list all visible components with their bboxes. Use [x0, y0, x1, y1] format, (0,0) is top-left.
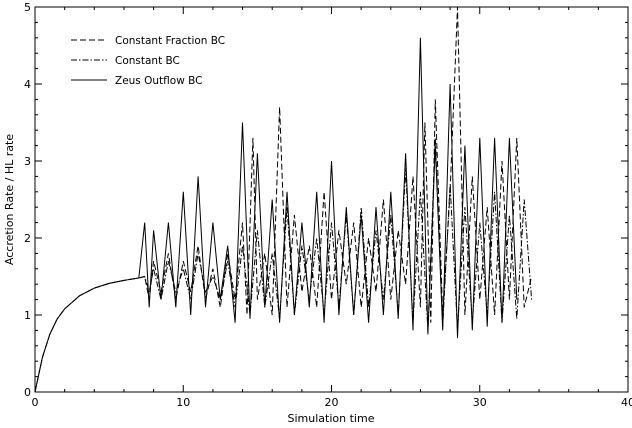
y-tick-label: 1	[24, 309, 31, 322]
legend-label: Constant BC	[115, 55, 180, 67]
x-tick-label: 30	[473, 396, 487, 409]
series-line-1	[34, 6, 533, 393]
y-tick-label: 2	[24, 232, 31, 245]
y-tick-label: 0	[24, 386, 31, 399]
x-axis: 0 10 20 30 40	[32, 7, 632, 409]
y-tick-label: 4	[24, 78, 31, 91]
series-line-2	[34, 137, 533, 393]
legend-label: Constant Fraction BC	[115, 35, 225, 47]
legend-label: Zeus Outflow BC	[115, 75, 202, 87]
y-tick-label: 5	[24, 1, 31, 14]
series-layer	[34, 6, 533, 393]
x-tick-label: 0	[32, 396, 39, 409]
legend: Constant Fraction BC Constant BC Zeus Outf…	[71, 35, 225, 87]
x-tick-label: 20	[325, 396, 339, 409]
x-tick-label: 10	[176, 396, 190, 409]
y-tick-label: 3	[24, 155, 31, 168]
x-axis-label: Simulation time	[288, 412, 375, 425]
y-axis: 0 1 2 3 4 5	[24, 1, 628, 399]
series-line-3	[34, 37, 518, 393]
x-tick-label: 40	[621, 396, 632, 409]
y-axis-label: Accretion Rate / HL rate	[3, 134, 16, 265]
